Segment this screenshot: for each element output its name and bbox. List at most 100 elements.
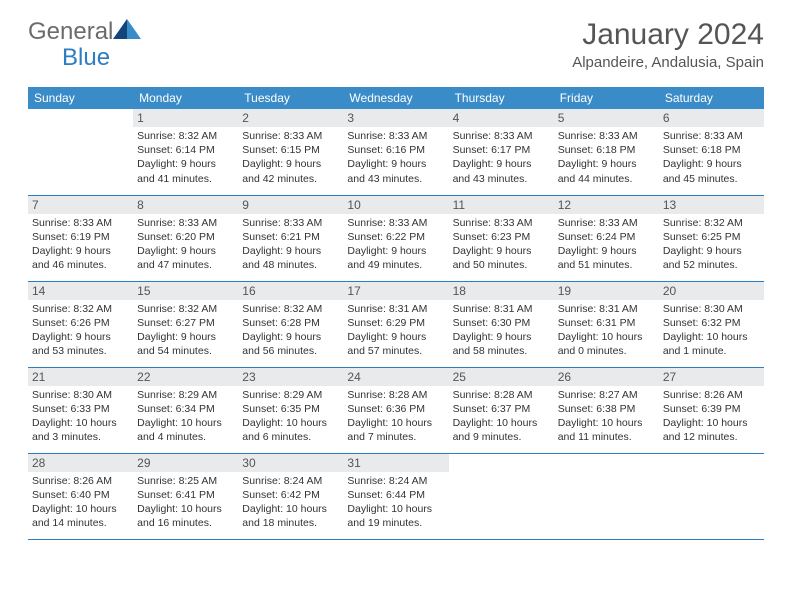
logo: General Blue bbox=[28, 18, 143, 46]
day-number: 1 bbox=[133, 109, 238, 127]
day-details: Sunrise: 8:33 AMSunset: 6:21 PMDaylight:… bbox=[238, 216, 343, 275]
day-number: 22 bbox=[133, 368, 238, 386]
calendar-cell: 10Sunrise: 8:33 AMSunset: 6:22 PMDayligh… bbox=[343, 195, 448, 281]
daylight-line: Daylight: 9 hours and 58 minutes. bbox=[453, 330, 550, 358]
daylight-line: Daylight: 9 hours and 49 minutes. bbox=[347, 244, 444, 272]
sunrise-line: Sunrise: 8:33 AM bbox=[32, 216, 129, 230]
day-details: Sunrise: 8:32 AMSunset: 6:25 PMDaylight:… bbox=[659, 216, 764, 275]
daylight-line: Daylight: 9 hours and 43 minutes. bbox=[347, 157, 444, 185]
sunset-line: Sunset: 6:42 PM bbox=[242, 488, 339, 502]
day-number: 31 bbox=[343, 454, 448, 472]
day-details: Sunrise: 8:29 AMSunset: 6:34 PMDaylight:… bbox=[133, 388, 238, 447]
day-number: 21 bbox=[28, 368, 133, 386]
day-details: Sunrise: 8:33 AMSunset: 6:23 PMDaylight:… bbox=[449, 216, 554, 275]
sunset-line: Sunset: 6:30 PM bbox=[453, 316, 550, 330]
daylight-line: Daylight: 10 hours and 18 minutes. bbox=[242, 502, 339, 530]
sunset-line: Sunset: 6:36 PM bbox=[347, 402, 444, 416]
day-number: 7 bbox=[28, 196, 133, 214]
sunset-line: Sunset: 6:39 PM bbox=[663, 402, 760, 416]
sunset-line: Sunset: 6:33 PM bbox=[32, 402, 129, 416]
day-details: Sunrise: 8:33 AMSunset: 6:16 PMDaylight:… bbox=[343, 129, 448, 188]
daylight-line: Daylight: 10 hours and 6 minutes. bbox=[242, 416, 339, 444]
day-details: Sunrise: 8:30 AMSunset: 6:33 PMDaylight:… bbox=[28, 388, 133, 447]
sunrise-line: Sunrise: 8:33 AM bbox=[137, 216, 234, 230]
daylight-line: Daylight: 9 hours and 53 minutes. bbox=[32, 330, 129, 358]
sunrise-line: Sunrise: 8:25 AM bbox=[137, 474, 234, 488]
day-details: Sunrise: 8:33 AMSunset: 6:22 PMDaylight:… bbox=[343, 216, 448, 275]
calendar-cell: 11Sunrise: 8:33 AMSunset: 6:23 PMDayligh… bbox=[449, 195, 554, 281]
sunset-line: Sunset: 6:22 PM bbox=[347, 230, 444, 244]
sunset-line: Sunset: 6:15 PM bbox=[242, 143, 339, 157]
sunrise-line: Sunrise: 8:28 AM bbox=[453, 388, 550, 402]
weekday-header: Sunday bbox=[28, 87, 133, 109]
sunset-line: Sunset: 6:18 PM bbox=[663, 143, 760, 157]
sunset-line: Sunset: 6:17 PM bbox=[453, 143, 550, 157]
calendar-cell: 4Sunrise: 8:33 AMSunset: 6:17 PMDaylight… bbox=[449, 109, 554, 195]
sunset-line: Sunset: 6:26 PM bbox=[32, 316, 129, 330]
sunrise-line: Sunrise: 8:33 AM bbox=[453, 216, 550, 230]
calendar-cell: 9Sunrise: 8:33 AMSunset: 6:21 PMDaylight… bbox=[238, 195, 343, 281]
header: General Blue January 2024 Alpandeire, An… bbox=[0, 0, 792, 79]
sunset-line: Sunset: 6:40 PM bbox=[32, 488, 129, 502]
weekday-header: Saturday bbox=[659, 87, 764, 109]
calendar-cell: 17 Sunrise: 8:31 AMSunset: 6:29 PMDayligh… bbox=[343, 281, 448, 367]
day-number: 24 bbox=[343, 368, 448, 386]
weekday-header-row: SundayMondayTuesdayWednesdayThursdayFrid… bbox=[28, 87, 764, 109]
sunrise-line: Sunrise: 8:28 AM bbox=[347, 388, 444, 402]
location: Alpandeire, Andalusia, Spain bbox=[572, 54, 764, 71]
sunset-line: Sunset: 6:23 PM bbox=[453, 230, 550, 244]
sunset-line: Sunset: 6:31 PM bbox=[558, 316, 655, 330]
day-number: 15 bbox=[133, 282, 238, 300]
day-number: 13 bbox=[659, 196, 764, 214]
sunrise-line: Sunrise: 8:33 AM bbox=[347, 216, 444, 230]
day-number: 27 bbox=[659, 368, 764, 386]
day-details: Sunrise: 8:31 AMSunset: 6:29 PMDaylight:… bbox=[343, 302, 448, 361]
weekday-header: Friday bbox=[554, 87, 659, 109]
calendar-cell: 30 Sunrise: 8:24 AMSunset: 6:42 PMDayligh… bbox=[238, 453, 343, 539]
sunset-line: Sunset: 6:32 PM bbox=[663, 316, 760, 330]
day-details: Sunrise: 8:33 AMSunset: 6:24 PMDaylight:… bbox=[554, 216, 659, 275]
weekday-header: Monday bbox=[133, 87, 238, 109]
calendar-cell: 7 Sunrise: 8:33 AMSunset: 6:19 PMDaylight… bbox=[28, 195, 133, 281]
sunrise-line: Sunrise: 8:24 AM bbox=[242, 474, 339, 488]
calendar-row: 21 Sunrise: 8:30 AMSunset: 6:33 PMDayligh… bbox=[28, 367, 764, 453]
day-details: Sunrise: 8:33 AMSunset: 6:19 PMDaylight:… bbox=[28, 216, 133, 275]
calendar-cell: 29Sunrise: 8:25 AMSunset: 6:41 PMDayligh… bbox=[133, 453, 238, 539]
daylight-line: Daylight: 9 hours and 44 minutes. bbox=[558, 157, 655, 185]
sunrise-line: Sunrise: 8:30 AM bbox=[663, 302, 760, 316]
daylight-line: Daylight: 9 hours and 46 minutes. bbox=[32, 244, 129, 272]
daylight-line: Daylight: 9 hours and 51 minutes. bbox=[558, 244, 655, 272]
sunrise-line: Sunrise: 8:31 AM bbox=[558, 302, 655, 316]
sunrise-line: Sunrise: 8:32 AM bbox=[663, 216, 760, 230]
day-details: Sunrise: 8:26 AMSunset: 6:39 PMDaylight:… bbox=[659, 388, 764, 447]
day-number: 12 bbox=[554, 196, 659, 214]
calendar-table: SundayMondayTuesdayWednesdayThursdayFrid… bbox=[28, 87, 764, 540]
day-number: 19 bbox=[554, 282, 659, 300]
calendar-cell: 22 Sunrise: 8:29 AMSunset: 6:34 PMDayligh… bbox=[133, 367, 238, 453]
daylight-line: Daylight: 9 hours and 47 minutes. bbox=[137, 244, 234, 272]
day-number: 29 bbox=[133, 454, 238, 472]
daylight-line: Daylight: 9 hours and 54 minutes. bbox=[137, 330, 234, 358]
sunset-line: Sunset: 6:41 PM bbox=[137, 488, 234, 502]
sunrise-line: Sunrise: 8:33 AM bbox=[347, 129, 444, 143]
sunrise-line: Sunrise: 8:26 AM bbox=[32, 474, 129, 488]
calendar-cell: 14Sunrise: 8:32 AMSunset: 6:26 PMDayligh… bbox=[28, 281, 133, 367]
day-number: 8 bbox=[133, 196, 238, 214]
sunrise-line: Sunrise: 8:32 AM bbox=[242, 302, 339, 316]
sunrise-line: Sunrise: 8:26 AM bbox=[663, 388, 760, 402]
daylight-line: Daylight: 10 hours and 9 minutes. bbox=[453, 416, 550, 444]
calendar-cell bbox=[28, 109, 133, 195]
day-number: 6 bbox=[659, 109, 764, 127]
daylight-line: Daylight: 9 hours and 50 minutes. bbox=[453, 244, 550, 272]
day-details: Sunrise: 8:24 AMSunset: 6:42 PMDaylight:… bbox=[238, 474, 343, 533]
day-number: 30 bbox=[238, 454, 343, 472]
sunrise-line: Sunrise: 8:33 AM bbox=[558, 129, 655, 143]
sunset-line: Sunset: 6:20 PM bbox=[137, 230, 234, 244]
triangle-icon bbox=[113, 19, 141, 46]
day-number: 17 bbox=[343, 282, 448, 300]
daylight-line: Daylight: 10 hours and 14 minutes. bbox=[32, 502, 129, 530]
weekday-header: Tuesday bbox=[238, 87, 343, 109]
sunset-line: Sunset: 6:27 PM bbox=[137, 316, 234, 330]
sunset-line: Sunset: 6:14 PM bbox=[137, 143, 234, 157]
day-number: 23 bbox=[238, 368, 343, 386]
